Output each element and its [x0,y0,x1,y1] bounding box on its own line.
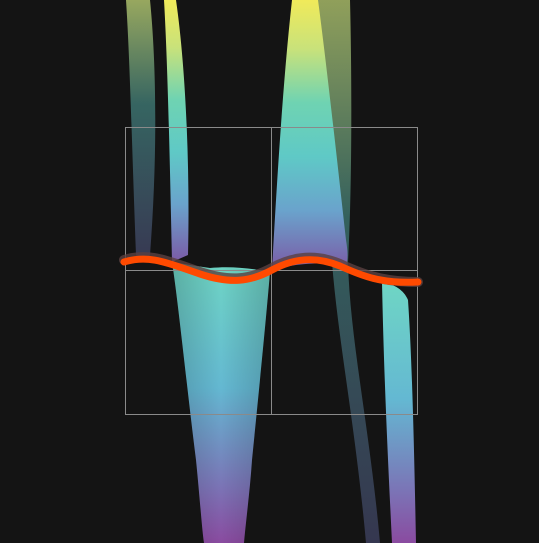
surface-sheet-left-peak [164,0,189,262]
surface-sheet-back-left [126,0,156,261]
surface-shading [172,262,270,543]
wave-curve [120,255,422,286]
surface-sheet-right-trough [382,282,416,543]
surface-sheet-center-peak [272,0,348,270]
